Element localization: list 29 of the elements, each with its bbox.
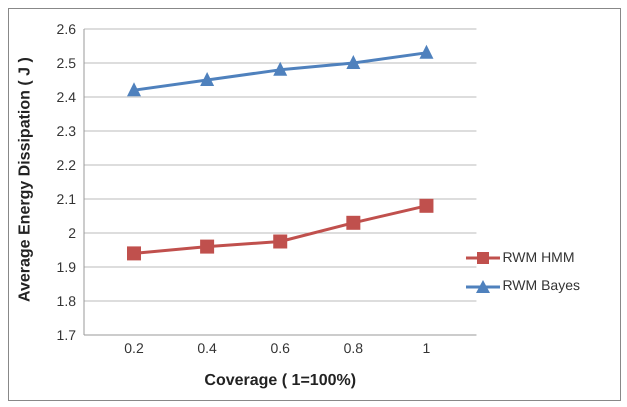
- x-tick-label: 0.8: [344, 340, 364, 356]
- point: [200, 240, 214, 254]
- point: [346, 216, 360, 230]
- y-tick-label: 2: [68, 224, 76, 241]
- y-tick-label: 1.8: [56, 292, 76, 309]
- legend-label: RWM HMM: [502, 249, 575, 265]
- point: [419, 198, 434, 213]
- y-tick-label: 2.4: [56, 88, 76, 105]
- y-tick-label: 2.3: [56, 122, 76, 139]
- x-tick-label: 0.6: [270, 340, 290, 356]
- y-tick-label: 1.9: [56, 258, 76, 275]
- y-tick-label: 2.2: [56, 156, 76, 173]
- legend-label: RWM Bayes: [502, 277, 580, 294]
- point: [127, 246, 141, 260]
- point: [273, 234, 288, 248]
- y-tick-label: 2.5: [56, 54, 76, 71]
- point: [419, 44, 434, 59]
- y-axis-title: Average Energy Dissipation ( J ): [16, 57, 34, 302]
- y-tick-label: 2.1: [56, 190, 76, 207]
- x-tick-label: 1: [422, 340, 431, 356]
- y-tick-label: 2.6: [56, 20, 76, 37]
- point: [346, 55, 360, 69]
- x-tick-label: 0.4: [197, 340, 218, 356]
- point: [273, 62, 288, 76]
- x-axis-title: Coverage ( 1=100%): [204, 372, 356, 389]
- point: [127, 82, 141, 96]
- point: [200, 72, 214, 86]
- x-tick-label: 0.2: [124, 340, 144, 356]
- y-tick-label: 1.7: [56, 326, 76, 343]
